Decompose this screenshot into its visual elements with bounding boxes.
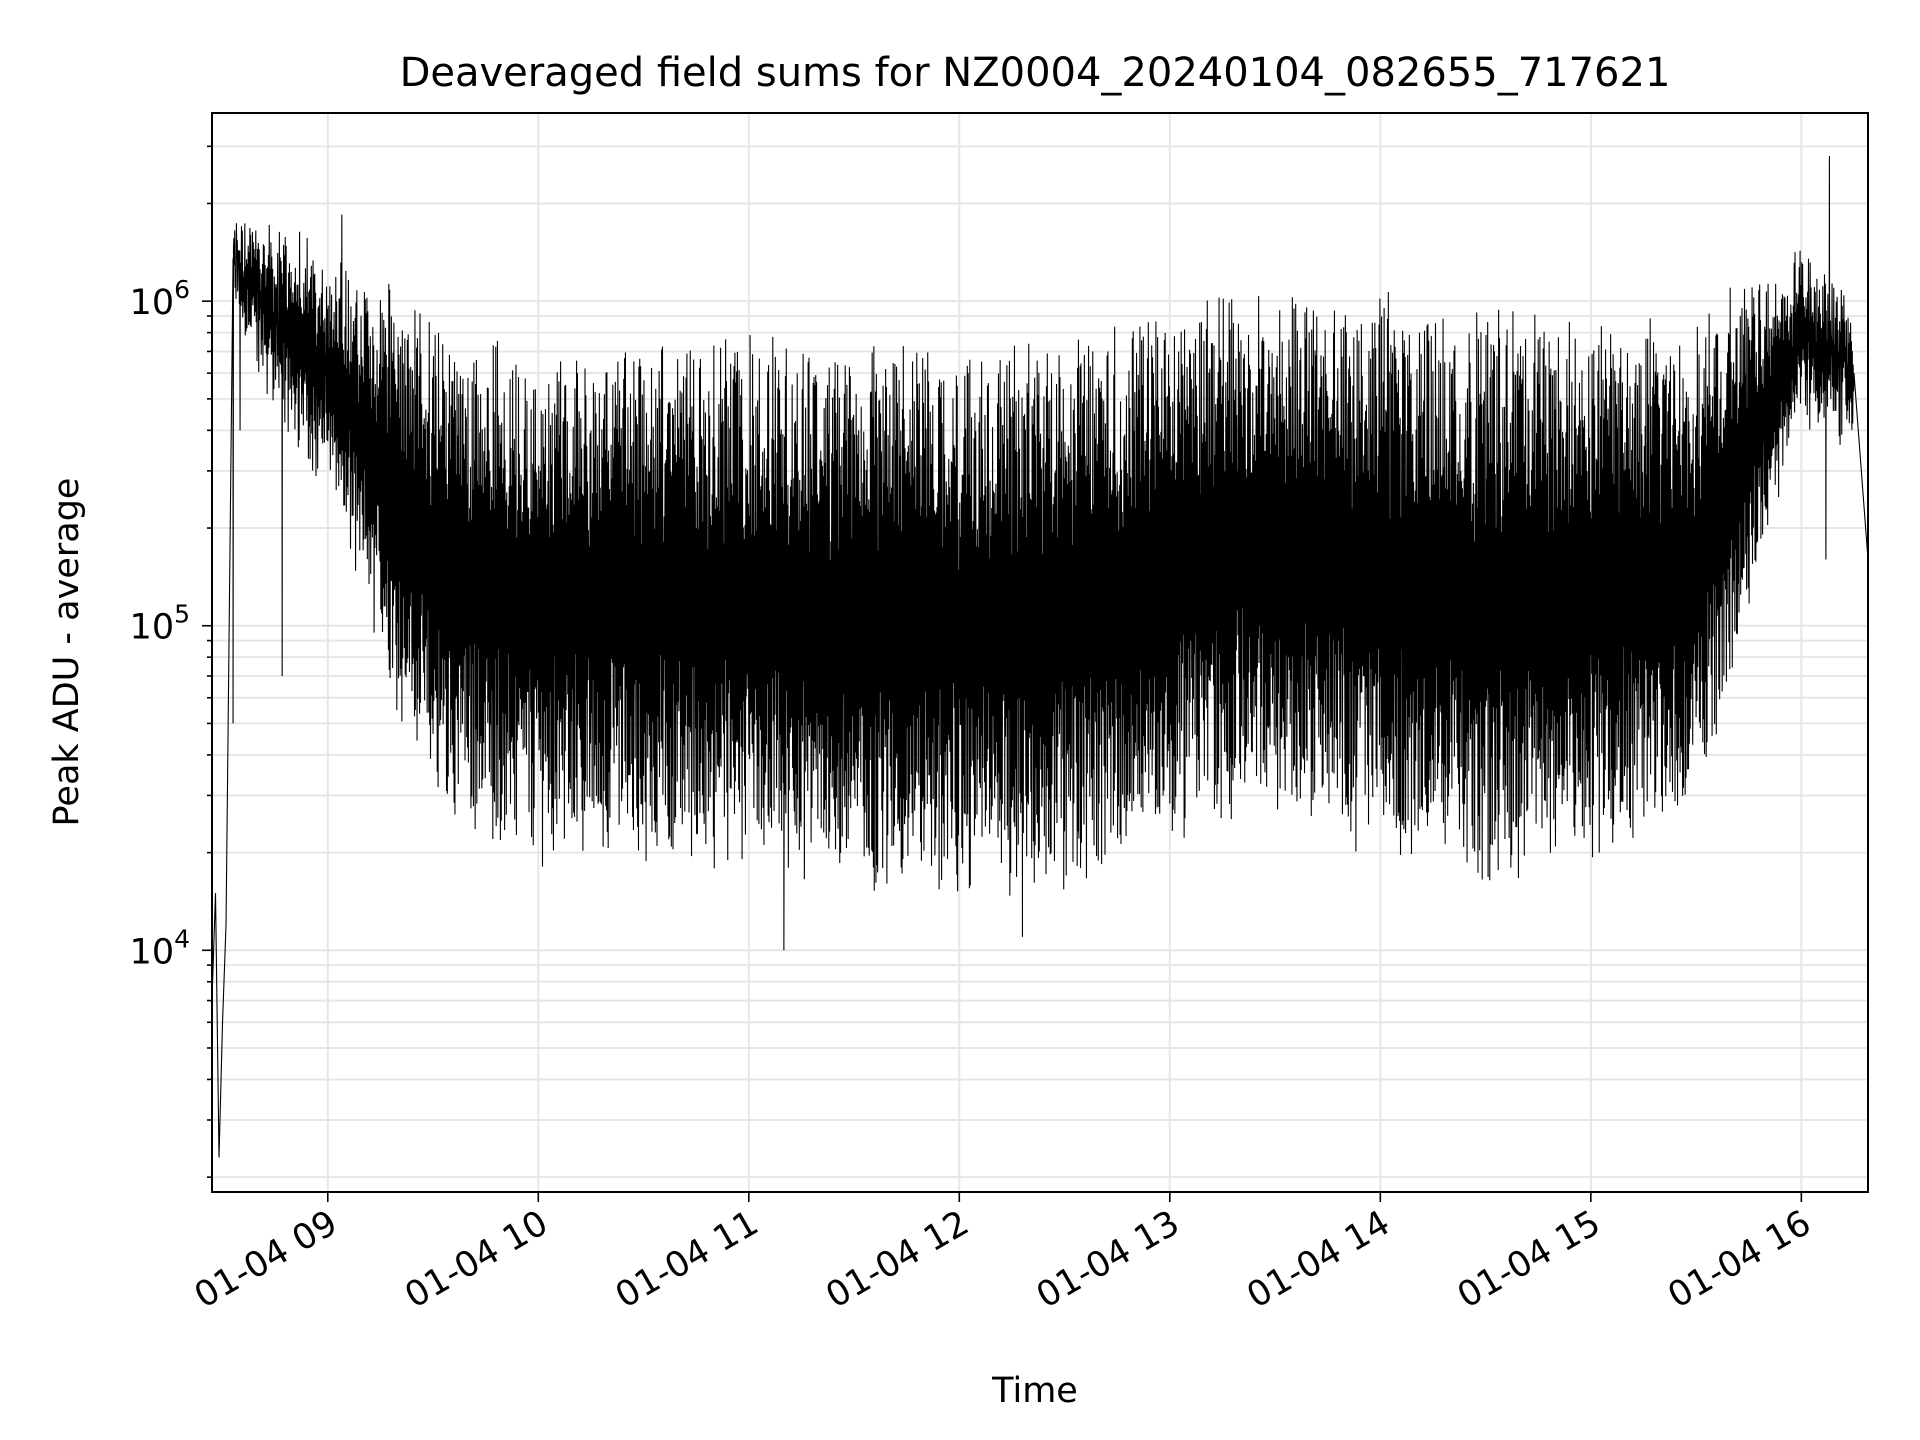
y-tick-label: 105 xyxy=(130,600,190,648)
series-line xyxy=(211,156,1869,1158)
y-axis-label: Peak ADU - average xyxy=(47,478,87,827)
y-tick-label: 104 xyxy=(130,924,190,972)
x-axis-label: Time xyxy=(991,1371,1078,1411)
data-layer xyxy=(211,156,1869,1158)
chart-title: Deaveraged field sums for NZ0004_2024010… xyxy=(400,50,1671,96)
y-tick-label: 106 xyxy=(130,275,190,323)
plot-frame xyxy=(211,112,1869,1193)
